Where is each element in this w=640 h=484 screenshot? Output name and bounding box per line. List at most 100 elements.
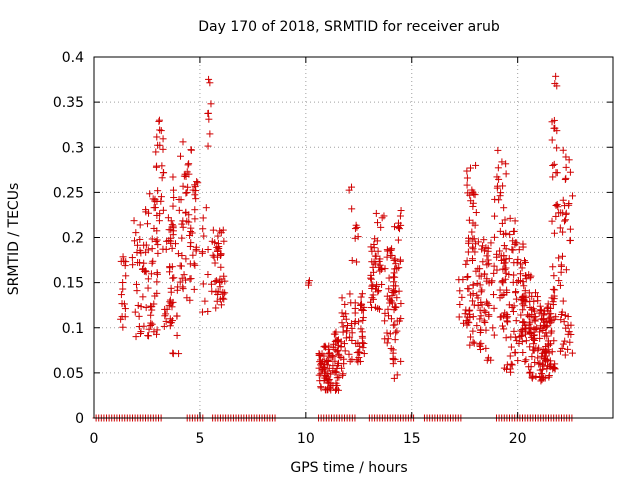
data-point	[321, 342, 329, 350]
data-point	[219, 290, 227, 298]
data-point	[192, 195, 200, 203]
x-tick-labels: 0 5 10 15 20	[90, 431, 527, 447]
data-point	[395, 287, 403, 295]
data-point	[182, 209, 190, 217]
data-point	[380, 212, 388, 220]
data-point	[187, 146, 195, 154]
data-point	[552, 212, 560, 220]
data-point	[156, 126, 164, 134]
data-point	[367, 275, 375, 283]
data-point	[562, 210, 570, 218]
data-point	[464, 248, 472, 256]
data-point	[491, 212, 499, 220]
data-point	[142, 268, 150, 276]
data-point	[175, 206, 183, 214]
data-point	[526, 328, 534, 336]
data-point	[561, 217, 569, 225]
x-tick-label: 15	[403, 431, 421, 447]
data-point	[353, 258, 361, 266]
data-point	[339, 323, 347, 331]
data-point	[391, 336, 399, 344]
data-point	[348, 205, 356, 213]
data-point	[173, 312, 181, 320]
data-point	[190, 260, 198, 268]
data-point	[564, 345, 572, 353]
data-point	[499, 312, 507, 320]
data-point	[519, 349, 527, 357]
data-point	[345, 186, 353, 194]
data-point	[557, 261, 565, 269]
data-point	[545, 373, 553, 381]
y-tick-label: 0.3	[62, 140, 84, 156]
data-point	[490, 304, 498, 312]
data-point	[370, 244, 378, 252]
data-point	[376, 255, 384, 263]
data-point	[385, 312, 393, 320]
data-point	[513, 239, 521, 247]
data-point	[183, 168, 191, 176]
data-point	[191, 261, 199, 269]
data-point	[351, 234, 359, 242]
data-point	[175, 350, 183, 358]
data-point	[552, 169, 560, 177]
data-point	[510, 327, 518, 335]
data-point	[167, 284, 175, 292]
data-point	[153, 236, 161, 244]
data-point	[494, 182, 502, 190]
data-point	[158, 174, 166, 182]
data-point	[360, 350, 368, 358]
data-point	[141, 267, 149, 275]
data-point	[390, 256, 398, 264]
data-point	[526, 343, 534, 351]
data-point	[330, 340, 338, 348]
data-point	[128, 254, 136, 262]
data-point	[525, 327, 533, 335]
data-point	[200, 232, 208, 240]
x-tick-label: 10	[297, 431, 315, 447]
data-point	[358, 332, 366, 340]
data-point	[206, 130, 214, 138]
data-point	[170, 194, 178, 202]
data-point	[317, 384, 325, 392]
data-point	[374, 304, 382, 312]
data-point	[551, 124, 559, 132]
data-point	[387, 344, 395, 352]
data-point	[557, 209, 565, 217]
data-point	[490, 262, 498, 270]
data-point	[368, 284, 376, 292]
data-point	[514, 255, 522, 263]
data-point	[358, 300, 366, 308]
data-point	[148, 235, 156, 243]
data-point	[536, 366, 544, 374]
data-point	[491, 195, 499, 203]
data-point	[167, 234, 175, 242]
data-point	[143, 220, 151, 228]
data-point	[394, 236, 402, 244]
data-point	[169, 173, 177, 181]
data-point	[140, 259, 148, 267]
data-point	[397, 357, 405, 365]
data-point	[556, 224, 564, 232]
data-point	[154, 141, 162, 149]
data-point	[121, 305, 129, 313]
data-point	[547, 329, 555, 337]
data-point	[397, 207, 405, 215]
data-point	[220, 237, 228, 245]
data-point	[333, 337, 341, 345]
data-point	[561, 337, 569, 345]
data-point	[169, 224, 177, 232]
data-point	[564, 330, 572, 338]
data-point	[552, 72, 560, 80]
data-point	[546, 363, 554, 371]
data-point	[531, 358, 539, 366]
data-point	[341, 340, 349, 348]
data-point	[178, 220, 186, 228]
data-point	[136, 246, 144, 254]
data-point	[526, 318, 534, 326]
x-tick-label: 0	[90, 431, 99, 447]
data-point	[548, 317, 556, 325]
data-point	[335, 350, 343, 358]
data-point	[469, 327, 477, 335]
data-point	[513, 259, 521, 267]
data-point	[205, 115, 213, 123]
